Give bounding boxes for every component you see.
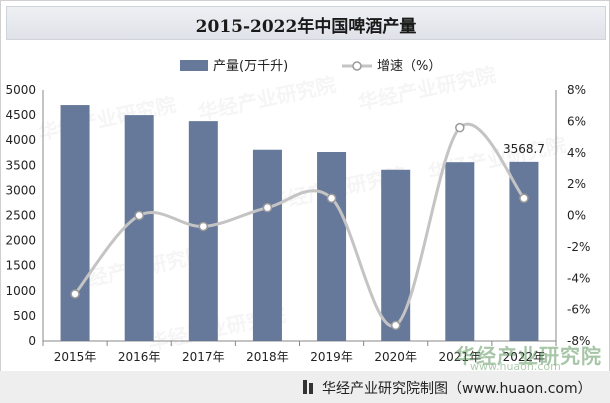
left-axis-tick: 1500: [5, 259, 36, 273]
brand-watermark-url: www.huaon.com: [470, 360, 561, 373]
legend-line-label: 增速（%）: [377, 59, 441, 74]
legend-bar-swatch: [180, 60, 208, 71]
growth-point: [198, 221, 209, 232]
right-axis-tick: -6%: [567, 303, 590, 317]
x-axis-tick-label: 2020年: [374, 350, 417, 364]
bar: [509, 161, 539, 341]
x-axis-tick-label: 2019年: [310, 350, 353, 364]
growth-point: [519, 193, 529, 203]
bar: [445, 162, 475, 341]
x-axis-tick-label: 2016年: [118, 350, 161, 364]
left-axis-tick: 2500: [5, 209, 36, 223]
right-axis-tick: 2%: [567, 177, 586, 191]
growth-point: [134, 210, 144, 221]
left-axis-tick: 500: [13, 309, 36, 323]
x-axis-tick-label: 2021年: [439, 350, 482, 364]
legend-bar-label: 产量(万千升): [213, 59, 288, 74]
growth-point: [70, 289, 80, 299]
right-axis-tick: 0%: [567, 209, 586, 223]
right-axis-tick: -4%: [567, 271, 590, 285]
bar: [381, 169, 411, 341]
bar: [60, 105, 90, 341]
x-axis-tick-label: 2017年: [182, 350, 225, 364]
left-axis-tick: 3500: [5, 158, 36, 172]
title-bar: 2015-2022年中国啤酒产量: [6, 6, 606, 40]
bar: [317, 151, 347, 341]
right-axis-tick: 8%: [567, 83, 586, 97]
left-axis-tick: 0: [28, 334, 36, 348]
growth-point: [390, 320, 401, 331]
legend-line-marker: [352, 61, 362, 71]
x-axis-tick-label: 2018年: [246, 350, 289, 364]
growth-point: [262, 202, 273, 213]
right-axis-tick: 6%: [567, 114, 586, 128]
left-axis-tick: 2000: [5, 234, 36, 248]
brand-watermark: 华经产业研究院: [455, 344, 602, 368]
chart-title: 2015-2022年中国啤酒产量: [195, 17, 417, 37]
right-axis-tick: 4%: [567, 146, 586, 160]
bar: [124, 115, 154, 341]
left-axis-tick: 1000: [5, 284, 36, 298]
right-axis-tick: -8%: [567, 334, 590, 348]
left-axis-tick: 5000: [5, 83, 36, 97]
bar: [252, 149, 282, 341]
left-axis-tick: 4500: [5, 108, 36, 122]
huaon-logo-icon: [303, 380, 313, 394]
left-axis-tick: 4000: [5, 133, 36, 147]
x-axis-tick-label: 2022年: [503, 350, 546, 364]
bar-data-label: 3568.7: [503, 142, 545, 156]
x-axis-tick-label: 2015年: [54, 350, 97, 364]
footer: 华经产业研究院制图（www.huaon.com）: [0, 371, 610, 403]
footer-source: 华经产业研究院制图（www.huaon.com）: [322, 381, 592, 397]
growth-point: [455, 122, 465, 133]
watermark-text: 华经产业研究院: [36, 92, 178, 145]
left-axis-tick: 3000: [5, 183, 36, 197]
growth-point: [326, 193, 337, 203]
right-axis-tick: -2%: [567, 240, 590, 254]
watermark-text: 华经产业研究院: [196, 72, 338, 125]
